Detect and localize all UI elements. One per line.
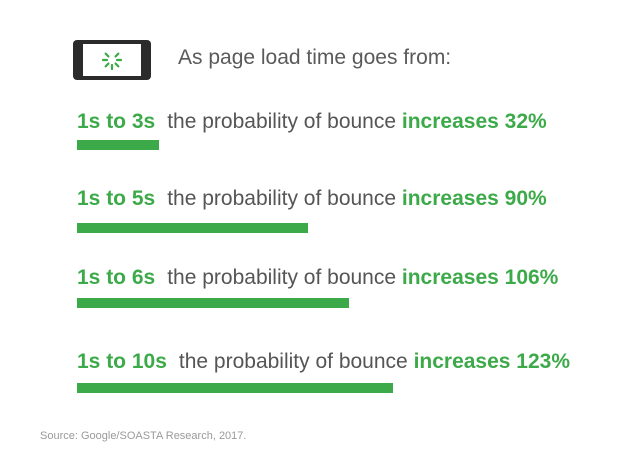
increase-label: increases 106% bbox=[401, 266, 559, 289]
bounce-bar bbox=[77, 140, 159, 150]
bounce-row: 1s to 6s the probability of bounce increa… bbox=[77, 266, 558, 290]
spinner-segment bbox=[104, 52, 110, 58]
increase-label: increases 90% bbox=[401, 187, 547, 210]
source-caption: Source: Google/SOASTA Research, 2017. bbox=[40, 430, 247, 442]
bounce-text: the probability of bounce bbox=[167, 110, 402, 133]
bounce-row: 1s to 10s the probability of bounce incre… bbox=[77, 350, 570, 374]
bounce-text: the probability of bounce bbox=[167, 187, 402, 210]
bounce-row: 1s to 5s the probability of bounce increa… bbox=[77, 187, 547, 211]
spinner-segment bbox=[104, 62, 110, 68]
load-time-range-label: 1s to 3s bbox=[77, 110, 156, 133]
bounce-bar bbox=[77, 298, 349, 308]
phone-screen bbox=[83, 44, 141, 76]
increase-label: increases 32% bbox=[401, 110, 547, 133]
bounce-bar bbox=[77, 223, 308, 233]
page-heading: As page load time goes from: bbox=[178, 46, 452, 69]
bounce-bar bbox=[77, 383, 393, 393]
bounce-text: the probability of bounce bbox=[178, 350, 414, 373]
spinner-segment bbox=[114, 52, 120, 58]
bounce-row: 1s to 3s the probability of bounce increa… bbox=[77, 110, 547, 134]
loading-spinner-icon bbox=[101, 52, 123, 71]
load-time-range-label: 1s to 5s bbox=[77, 187, 156, 210]
load-time-range-label: 1s to 6s bbox=[77, 266, 156, 289]
phone-icon bbox=[73, 40, 151, 80]
bounce-text: the probability of bounce bbox=[167, 266, 402, 289]
spinner-segment bbox=[114, 62, 120, 68]
increase-label: increases 123% bbox=[413, 350, 571, 373]
load-time-range-label: 1s to 10s bbox=[77, 350, 167, 373]
